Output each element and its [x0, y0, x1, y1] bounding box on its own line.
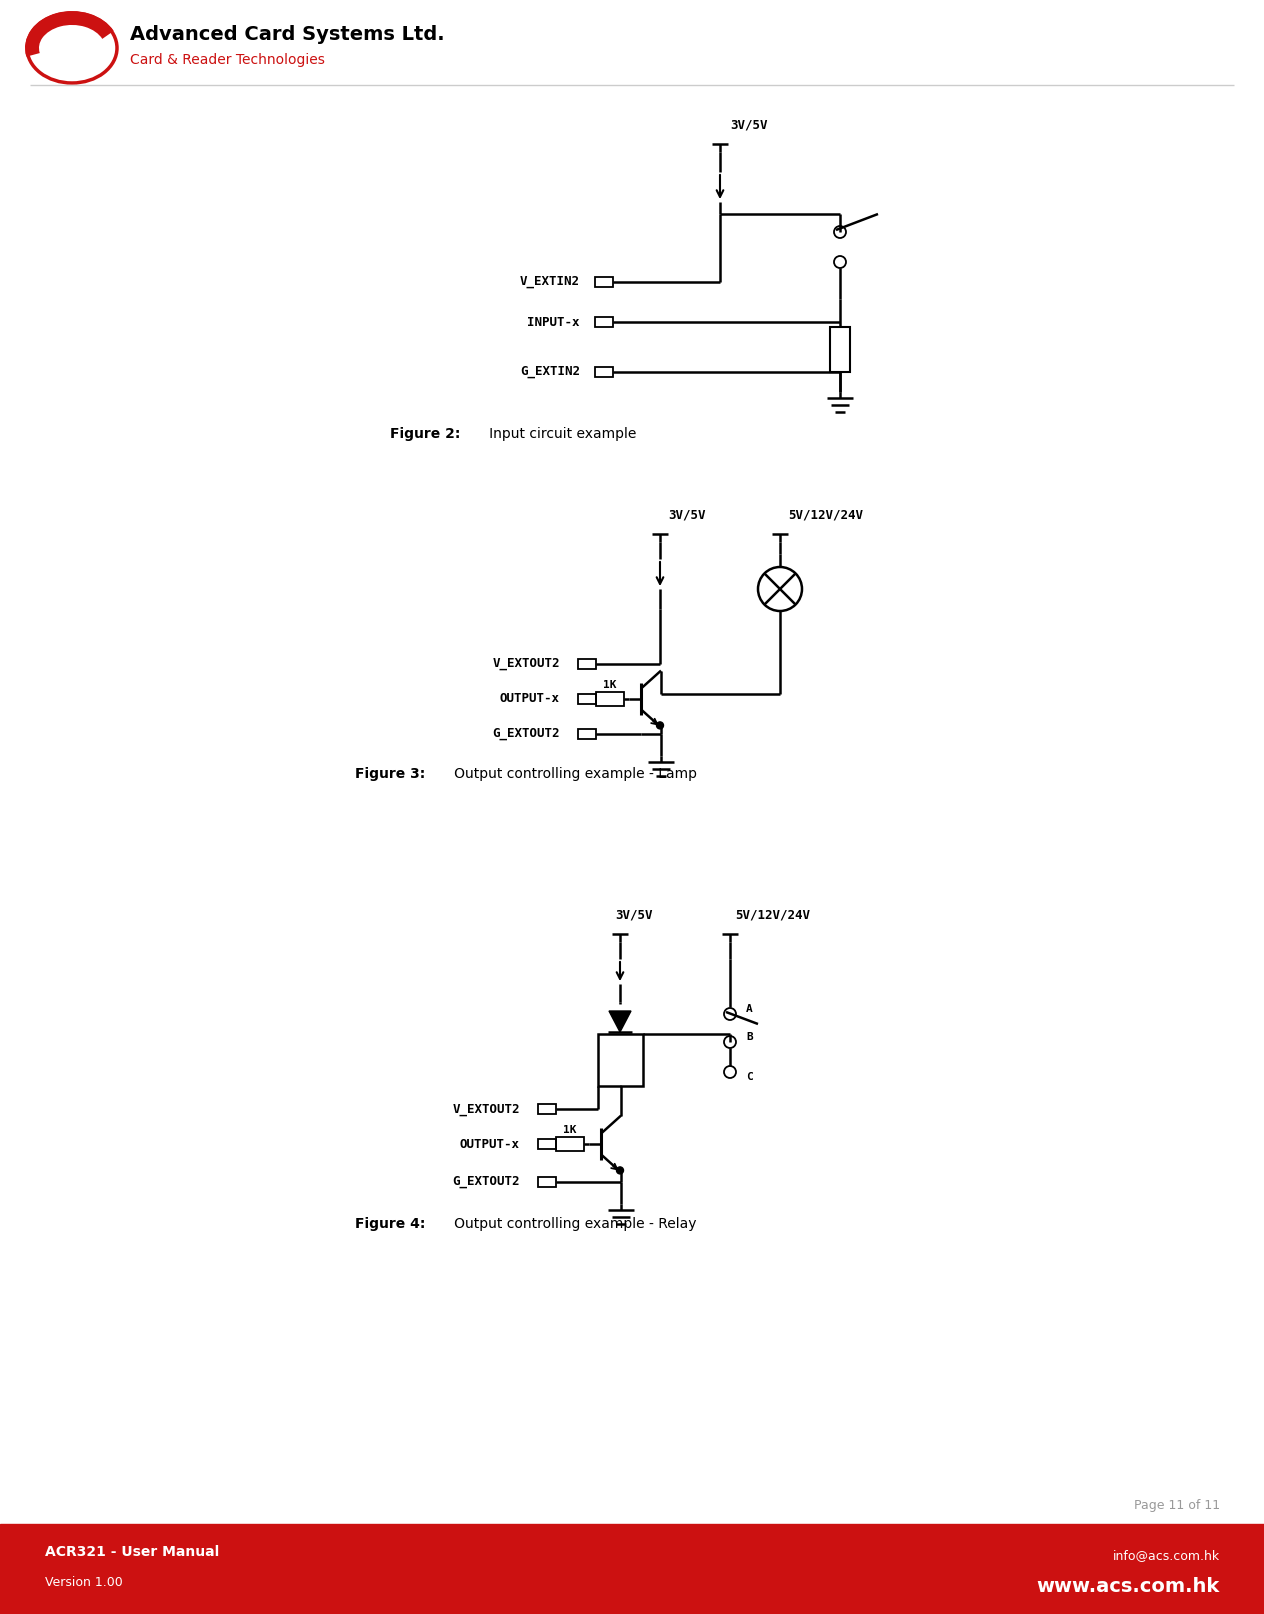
Text: 3V/5V: 3V/5V — [667, 508, 705, 521]
Text: V_EXTOUT2: V_EXTOUT2 — [453, 1102, 520, 1115]
Text: OUTPUT-x: OUTPUT-x — [501, 692, 560, 705]
Bar — [595, 278, 613, 287]
Bar — [578, 659, 597, 668]
Text: 1K: 1K — [564, 1125, 576, 1135]
Text: Card & Reader Technologies: Card & Reader Technologies — [130, 53, 325, 68]
Bar — [538, 1139, 556, 1149]
Bar — [538, 1104, 556, 1114]
Text: C: C — [746, 1072, 753, 1081]
Text: info@acs.com.hk: info@acs.com.hk — [1112, 1549, 1220, 1562]
Text: G_EXTOUT2: G_EXTOUT2 — [493, 728, 560, 741]
Text: Figure 4:: Figure 4: — [355, 1217, 426, 1231]
Text: A: A — [746, 1004, 753, 1014]
Text: Version 1.00: Version 1.00 — [46, 1575, 123, 1588]
Bar — [0, 1524, 1264, 1614]
Circle shape — [617, 1167, 623, 1173]
Text: acs: acs — [52, 36, 92, 55]
Text: Page 11 of 11: Page 11 of 11 — [1134, 1499, 1220, 1512]
Bar — [556, 1136, 584, 1151]
Bar — [578, 730, 597, 739]
Text: B: B — [746, 1031, 753, 1043]
Bar — [538, 1177, 556, 1186]
Text: 3V/5V: 3V/5V — [731, 119, 767, 132]
Text: ACR321 - User Manual: ACR321 - User Manual — [46, 1545, 219, 1559]
Text: 5V/12V/24V: 5V/12V/24V — [734, 909, 810, 922]
Bar — [595, 316, 613, 328]
Bar — [597, 692, 624, 705]
Text: Output controlling example - Relay: Output controlling example - Relay — [441, 1217, 696, 1231]
Text: 3V/5V: 3V/5V — [616, 909, 652, 922]
Text: G_EXTOUT2: G_EXTOUT2 — [453, 1175, 520, 1188]
Text: G_EXTIN2: G_EXTIN2 — [520, 365, 580, 379]
Text: Figure 3:: Figure 3: — [355, 767, 425, 781]
Text: Advanced Card Systems Ltd.: Advanced Card Systems Ltd. — [130, 26, 445, 45]
Text: V_EXTIN2: V_EXTIN2 — [520, 276, 580, 289]
Text: 5V/12V/24V: 5V/12V/24V — [787, 508, 863, 521]
Bar — [595, 366, 613, 378]
Text: Input circuit example: Input circuit example — [477, 428, 636, 441]
Circle shape — [656, 721, 664, 730]
Polygon shape — [609, 1010, 631, 1031]
Text: INPUT-x: INPUT-x — [527, 315, 580, 329]
Bar — [598, 1035, 642, 1086]
Bar — [578, 694, 597, 704]
Text: Output controlling example - Lamp: Output controlling example - Lamp — [441, 767, 696, 781]
Text: V_EXTOUT2: V_EXTOUT2 — [493, 657, 560, 670]
Text: 1K: 1K — [603, 679, 617, 691]
Ellipse shape — [27, 13, 118, 82]
Text: OUTPUT-x: OUTPUT-x — [460, 1138, 520, 1151]
Text: Figure 2:: Figure 2: — [391, 428, 460, 441]
Text: www.acs.com.hk: www.acs.com.hk — [1036, 1577, 1220, 1596]
Bar — [830, 328, 849, 371]
